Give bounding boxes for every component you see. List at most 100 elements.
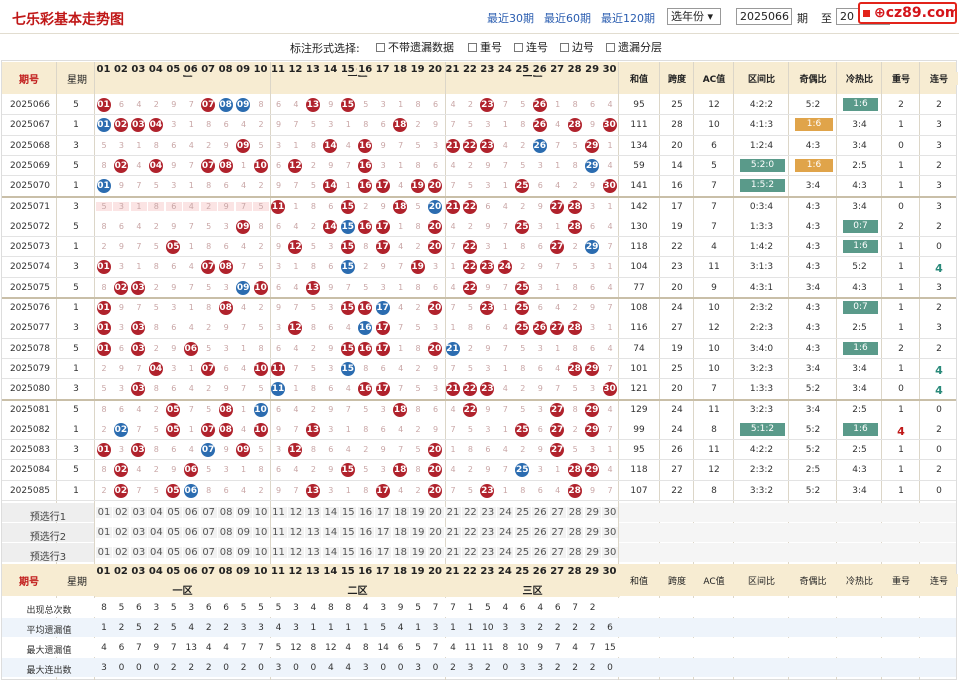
- preselect-number[interactable]: 17: [375, 547, 392, 558]
- preselect-number[interactable]: 09: [235, 507, 252, 518]
- preselect-number[interactable]: 17: [375, 507, 392, 518]
- preselect-number[interactable]: 21: [445, 527, 461, 538]
- preselect-number[interactable]: 30: [602, 527, 619, 538]
- preselect-number[interactable]: 03: [130, 527, 147, 538]
- preselect-number[interactable]: 25: [514, 547, 531, 558]
- preselect-number[interactable]: 20: [427, 547, 444, 558]
- preselect-number[interactable]: 28: [567, 527, 584, 538]
- preselect-number[interactable]: 09: [235, 547, 252, 558]
- preselect-number[interactable]: 06: [183, 527, 200, 538]
- preselect-number[interactable]: 22: [462, 547, 479, 558]
- preselect-number[interactable]: 30: [602, 547, 619, 558]
- preselect-number[interactable]: 02: [113, 547, 130, 558]
- option-edge[interactable]: 边号: [560, 39, 594, 55]
- preselect-number[interactable]: 22: [462, 527, 479, 538]
- year-select[interactable]: 选年份 ▾: [667, 8, 721, 25]
- preselect-number[interactable]: 10: [253, 547, 270, 558]
- preselect-number[interactable]: 13: [305, 547, 322, 558]
- preselect-number[interactable]: 06: [183, 507, 200, 518]
- preselect-number[interactable]: 12: [287, 527, 304, 538]
- preselect-number[interactable]: 16: [357, 507, 374, 518]
- preselect-number[interactable]: 07: [200, 507, 217, 518]
- preselect-number[interactable]: 30: [602, 507, 619, 518]
- preselect-number[interactable]: 21: [445, 547, 461, 558]
- preselect-number[interactable]: 27: [549, 547, 566, 558]
- preselect-number[interactable]: 20: [427, 507, 444, 518]
- preselect-number[interactable]: 25: [514, 507, 531, 518]
- preselect-number[interactable]: 11: [270, 507, 287, 518]
- preselect-number[interactable]: 22: [462, 507, 479, 518]
- checkbox-icon[interactable]: [606, 43, 615, 52]
- option-consecutive[interactable]: 连号: [514, 39, 548, 55]
- preselect-number[interactable]: 05: [165, 547, 182, 558]
- preselect-number[interactable]: 29: [584, 547, 601, 558]
- preselect-number[interactable]: 11: [270, 547, 287, 558]
- preselect-number[interactable]: 05: [165, 527, 182, 538]
- preselect-number[interactable]: 29: [584, 507, 601, 518]
- preselect-number[interactable]: 08: [218, 507, 235, 518]
- preselect-number[interactable]: 24: [497, 527, 514, 538]
- preselect-number[interactable]: 19: [410, 507, 427, 518]
- preselect-number[interactable]: 12: [287, 547, 304, 558]
- preselect-number[interactable]: 02: [113, 507, 130, 518]
- preselect-number[interactable]: 25: [514, 527, 531, 538]
- preselect-number[interactable]: 09: [235, 527, 252, 538]
- checkbox-icon[interactable]: [376, 43, 385, 52]
- preselect-number[interactable]: 26: [532, 547, 549, 558]
- preselect-number[interactable]: 04: [148, 507, 165, 518]
- preselect-number[interactable]: 24: [497, 507, 514, 518]
- preselect-number[interactable]: 28: [567, 547, 584, 558]
- preselect-number[interactable]: 11: [270, 527, 287, 538]
- preselect-number[interactable]: 08: [218, 547, 235, 558]
- recent-120-link[interactable]: 最近120期: [601, 12, 655, 25]
- preselect-number[interactable]: 16: [357, 527, 374, 538]
- preselect-number[interactable]: 04: [148, 547, 165, 558]
- preselect-number[interactable]: 24: [497, 547, 514, 558]
- preselect-number[interactable]: 18: [392, 547, 409, 558]
- preselect-number[interactable]: 15: [340, 507, 357, 518]
- preselect-number[interactable]: 13: [305, 527, 322, 538]
- preselect-number[interactable]: 08: [218, 527, 235, 538]
- checkbox-icon[interactable]: [468, 43, 477, 52]
- preselect-number[interactable]: 14: [322, 507, 339, 518]
- preselect-number[interactable]: 23: [479, 507, 496, 518]
- preselect-number[interactable]: 15: [340, 527, 357, 538]
- option-miss-layer[interactable]: 遗漏分层: [606, 39, 662, 55]
- preselect-number[interactable]: 03: [130, 547, 147, 558]
- from-issue-input[interactable]: 2025066: [736, 8, 792, 25]
- preselect-number[interactable]: 27: [549, 507, 566, 518]
- preselect-number[interactable]: 19: [410, 527, 427, 538]
- preselect-number[interactable]: 14: [322, 527, 339, 538]
- preselect-number[interactable]: 01: [96, 527, 112, 538]
- preselect-number[interactable]: 29: [584, 527, 601, 538]
- preselect-number[interactable]: 21: [445, 507, 461, 518]
- preselect-number[interactable]: 26: [532, 527, 549, 538]
- preselect-number[interactable]: 18: [392, 507, 409, 518]
- preselect-number[interactable]: 13: [305, 507, 322, 518]
- preselect-number[interactable]: 23: [479, 547, 496, 558]
- checkbox-icon[interactable]: [514, 43, 523, 52]
- recent-60-link[interactable]: 最近60期: [544, 12, 591, 25]
- preselect-number[interactable]: 10: [253, 527, 270, 538]
- preselect-number[interactable]: 28: [567, 507, 584, 518]
- preselect-number[interactable]: 15: [340, 547, 357, 558]
- option-no-miss[interactable]: 不带遗漏数据: [376, 39, 454, 55]
- preselect-number[interactable]: 12: [287, 507, 304, 518]
- preselect-number[interactable]: 14: [322, 547, 339, 558]
- preselect-number[interactable]: 19: [410, 547, 427, 558]
- preselect-number[interactable]: 05: [165, 507, 182, 518]
- preselect-number[interactable]: 10: [253, 507, 270, 518]
- preselect-number[interactable]: 16: [357, 547, 374, 558]
- preselect-number[interactable]: 17: [375, 527, 392, 538]
- preselect-number[interactable]: 01: [96, 547, 112, 558]
- preselect-number[interactable]: 02: [113, 527, 130, 538]
- preselect-number[interactable]: 20: [427, 527, 444, 538]
- preselect-number[interactable]: 18: [392, 527, 409, 538]
- preselect-number[interactable]: 07: [200, 527, 217, 538]
- preselect-number[interactable]: 03: [130, 507, 147, 518]
- preselect-number[interactable]: 23: [479, 527, 496, 538]
- preselect-number[interactable]: 06: [183, 547, 200, 558]
- preselect-number[interactable]: 04: [148, 527, 165, 538]
- preselect-number[interactable]: 26: [532, 507, 549, 518]
- preselect-number[interactable]: 27: [549, 527, 566, 538]
